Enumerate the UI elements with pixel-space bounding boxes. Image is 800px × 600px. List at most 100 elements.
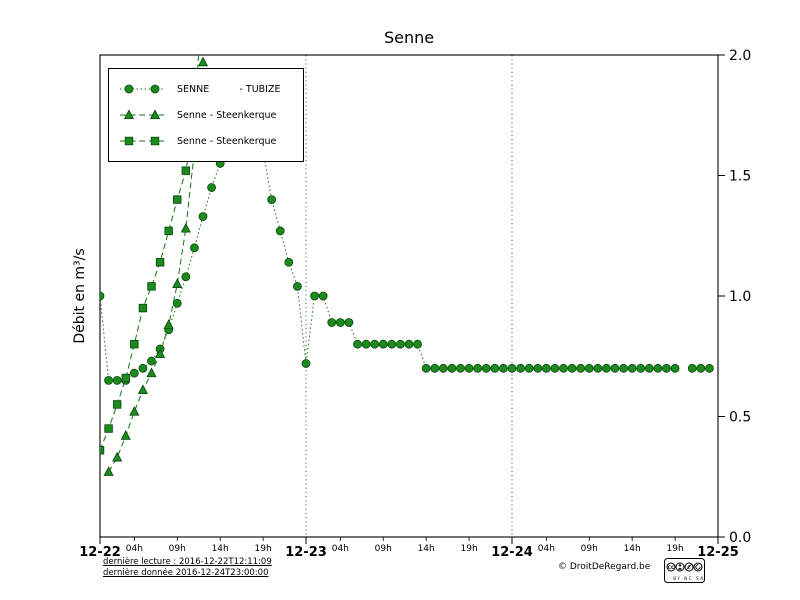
data-point-triangle	[103, 466, 114, 476]
data-point-circle	[644, 363, 654, 373]
data-point-circle	[190, 243, 199, 253]
last-reading-text: dernière lecture : 2016-12-22T12:11:09	[103, 557, 272, 567]
data-point-circle	[267, 195, 277, 205]
series-circle	[100, 118, 714, 385]
legend-key-square-dashed-icon	[120, 136, 164, 146]
y-tick-label: 1.5	[729, 169, 751, 185]
legend-label: SENNE - TUBIZE	[177, 83, 281, 95]
legend-label: Senne - Steenkerque	[177, 109, 277, 121]
data-point-circle	[327, 318, 337, 327]
data-point-square	[121, 373, 130, 383]
data-point-circle	[404, 339, 414, 349]
cc-license-badge[interactable]: CC € BY NC SA	[664, 558, 705, 583]
data-point-circle	[662, 363, 671, 373]
data-point-circle	[284, 257, 294, 267]
data-point-circle	[438, 363, 448, 373]
data-point-circle	[150, 84, 160, 94]
data-point-circle	[275, 226, 285, 236]
data-point-circle	[559, 363, 568, 373]
y-tick-label: 0.5	[729, 410, 751, 426]
data-point-circle	[670, 363, 680, 373]
x-hour-tick-label: 09h	[169, 544, 186, 554]
legend-item-steenkerque-1: Senne - Steenkerque	[109, 102, 303, 128]
data-point-circle	[370, 339, 380, 349]
legend-key-circle-dotted-icon	[120, 84, 164, 94]
data-point-circle	[129, 368, 139, 378]
legend-label: Senne - Steenkerque	[177, 135, 277, 147]
y-tick-label: 1.0	[729, 289, 751, 305]
x-day-tick-label: 12-25	[697, 545, 739, 560]
data-point-circle	[473, 363, 483, 373]
data-point-circle	[310, 291, 319, 301]
data-point-square	[155, 258, 165, 267]
data-point-circle	[293, 281, 302, 291]
data-point-circle	[687, 363, 697, 373]
x-hour-tick-label: 04h	[538, 544, 555, 554]
data-point-circle	[124, 84, 134, 94]
data-point-circle	[335, 318, 345, 327]
data-point-circle	[387, 339, 397, 349]
data-point-circle	[318, 291, 328, 301]
data-point-square	[130, 339, 139, 349]
svg-text:€: €	[687, 565, 691, 571]
last-data-text: dernière donnée 2016-12-24T23:00:00	[103, 568, 269, 578]
legend-box: SENNE - TUBIZE Senne - Steenkerque Senne…	[108, 68, 304, 162]
data-point-circle	[550, 363, 560, 373]
data-point-circle	[181, 272, 191, 282]
chart-title: Senne	[383, 28, 435, 47]
data-point-circle	[413, 339, 422, 349]
x-hour-tick-label: 04h	[126, 544, 143, 554]
x-hour-tick-label: 19h	[255, 544, 272, 554]
data-point-square	[104, 424, 113, 433]
data-point-circle	[353, 339, 362, 349]
data-point-circle	[524, 363, 534, 373]
data-point-circle	[464, 363, 474, 373]
data-point-circle	[619, 363, 628, 373]
data-point-circle	[421, 363, 431, 373]
data-point-circle	[653, 363, 663, 373]
data-point-circle	[138, 363, 148, 373]
data-point-triangle	[123, 109, 135, 120]
data-point-circle	[447, 363, 457, 373]
cc-logo-icon: CC	[666, 562, 676, 572]
data-point-circle	[602, 363, 611, 373]
data-point-triangle	[129, 406, 140, 416]
data-point-square	[100, 446, 105, 455]
x-hour-tick-label: 09h	[581, 544, 598, 554]
data-point-circle	[567, 363, 577, 373]
data-point-square	[150, 136, 160, 146]
data-point-square	[181, 166, 191, 175]
data-point-circle	[378, 339, 388, 349]
data-point-circle	[147, 356, 156, 366]
data-point-circle	[481, 363, 491, 373]
y-tick-label: 0.0	[729, 530, 751, 546]
data-point-square	[124, 136, 134, 146]
x-hour-tick-label: 19h	[461, 544, 478, 554]
data-point-triangle	[137, 384, 148, 394]
data-point-circle	[456, 363, 465, 373]
data-point-circle	[541, 363, 551, 373]
data-point-circle	[207, 183, 216, 192]
data-point-circle	[301, 359, 311, 368]
data-point-circle	[104, 375, 113, 385]
data-point-triangle	[155, 348, 166, 358]
cc-sa-arrow-icon	[693, 562, 703, 572]
data-point-circle	[507, 363, 517, 373]
data-point-circle	[533, 363, 543, 373]
x-hour-tick-label: 19h	[667, 544, 684, 554]
cc-nc-euro-icon: €	[684, 562, 694, 572]
data-point-circle	[593, 363, 603, 373]
data-point-circle	[361, 339, 371, 349]
data-point-circle	[516, 363, 525, 373]
x-day-tick-label: 12-24	[491, 545, 533, 560]
cc-license-labels: BY NC SA	[673, 576, 704, 581]
data-point-circle	[705, 363, 714, 373]
data-point-circle	[499, 363, 508, 373]
data-point-circle	[344, 318, 354, 327]
data-point-triangle	[197, 56, 209, 67]
y-axis-label: Débit en m³/s	[72, 248, 88, 344]
x-hour-tick-label: 14h	[212, 544, 229, 554]
data-point-triangle	[172, 278, 183, 288]
data-point-circle	[584, 363, 594, 373]
